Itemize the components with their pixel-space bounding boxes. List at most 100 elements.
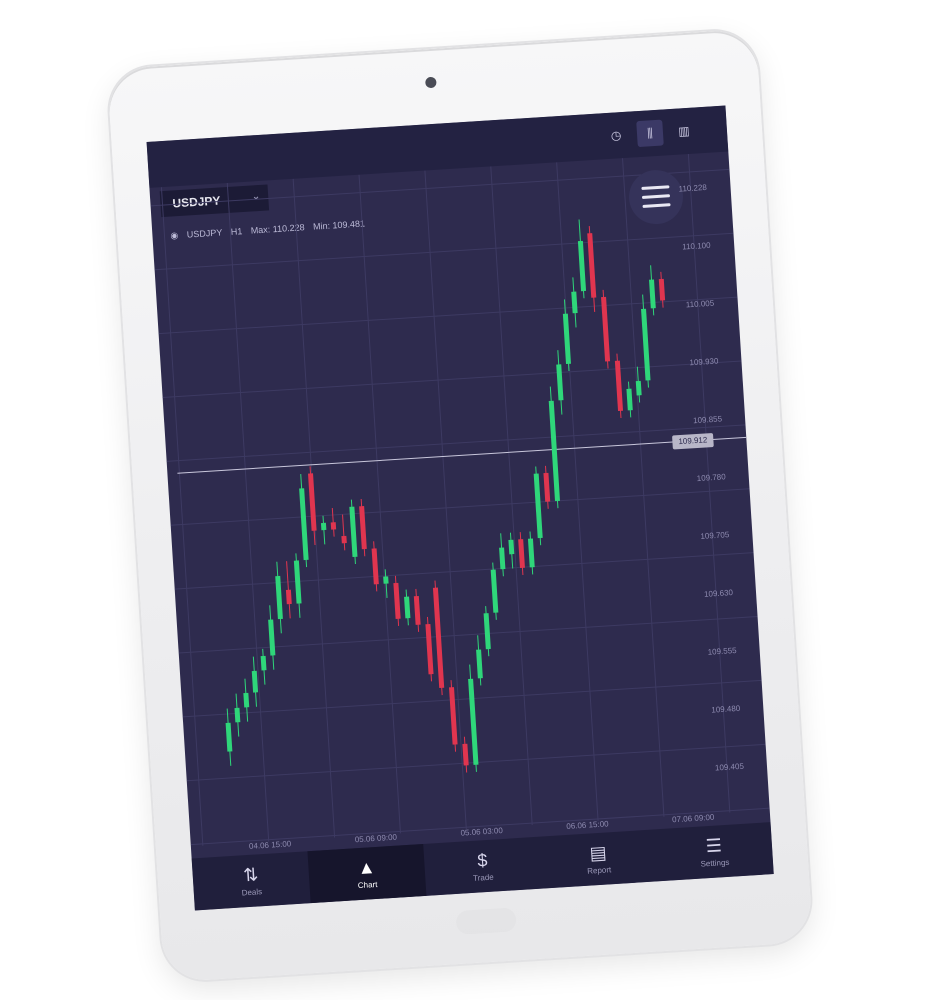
x-axis-label: 05.06 09:00	[354, 832, 398, 845]
nav-chart[interactable]: ▲ Chart	[307, 843, 427, 904]
candle-bear	[587, 233, 597, 298]
nav-settings-label: Settings	[700, 857, 730, 869]
chart-type-icon[interactable]: ⫼	[636, 119, 664, 148]
nav-settings[interactable]: ☰ Settings	[655, 822, 774, 881]
x-axis-label: 06.06 15:00	[566, 819, 609, 831]
candle-bull	[225, 722, 233, 752]
tablet-device: ◷ ⫼ ▥ USDJPY ⌄ ◉ USDJPY H1 Max: 110.228 …	[106, 28, 814, 983]
nav-deals-label: Deals	[241, 887, 263, 898]
grid-line-v	[622, 158, 665, 817]
grid-line-v	[160, 187, 204, 846]
candle-bull	[635, 380, 642, 396]
x-axis-label: 04.06 15:00	[248, 839, 292, 851]
candle-bear	[285, 589, 292, 605]
indicators-icon[interactable]: ▥	[677, 123, 691, 139]
y-axis-label: 109.705	[700, 530, 730, 541]
candle-bull	[508, 539, 515, 555]
settings-icon: ☰	[705, 835, 723, 857]
candle-bull	[268, 619, 276, 656]
candle-bull	[641, 308, 651, 381]
candlestick-chart[interactable]	[149, 151, 770, 846]
y-axis-label: 109.555	[707, 645, 737, 657]
current-price-tag: 109.912	[671, 432, 714, 450]
grid-line-v	[424, 170, 467, 830]
candle-bull	[349, 506, 358, 558]
grid-line-h	[190, 807, 770, 846]
grid-line-v	[226, 182, 270, 842]
nav-deals[interactable]: ⇅ Deals	[192, 851, 311, 910]
candle-bear	[413, 595, 421, 625]
candle-bear	[462, 743, 469, 766]
nav-report-label: Report	[586, 865, 612, 876]
x-axis-label: 07.06 09:00	[671, 812, 715, 825]
candle-bull	[533, 473, 543, 539]
candle-bull	[548, 400, 561, 502]
grid-line-h	[154, 232, 734, 271]
candle-bear	[543, 472, 551, 502]
candle-bull	[260, 655, 267, 671]
chart-icon: ▲	[357, 857, 377, 879]
grid-line-h	[174, 552, 754, 590]
candle-bear	[308, 473, 317, 531]
y-axis-label: 109.930	[689, 356, 719, 368]
y-axis-label: 109.480	[711, 703, 741, 715]
candle-bear	[341, 535, 347, 544]
candle-bear	[393, 582, 401, 619]
app-screen: ◷ ⫼ ▥ USDJPY ⌄ ◉ USDJPY H1 Max: 110.228 …	[146, 105, 774, 911]
y-axis-label: 109.780	[696, 472, 726, 484]
candle-bear	[359, 506, 367, 550]
candle-bear	[425, 623, 434, 675]
grid-line-v	[358, 174, 401, 834]
candle-bull	[483, 613, 491, 650]
candle-bull	[571, 291, 578, 314]
candle-bear	[371, 548, 379, 585]
candle-bull	[243, 692, 250, 708]
y-axis-label: 110.100	[681, 240, 711, 252]
nav-trade-label: Trade	[472, 872, 494, 883]
nav-chart-label: Chart	[357, 879, 378, 891]
candle-bull	[556, 364, 564, 401]
y-axis-label: 109.630	[703, 588, 734, 599]
candle-bear	[432, 587, 445, 689]
candle-wick	[342, 514, 346, 551]
candle-bull	[275, 575, 283, 620]
candle-wick	[331, 507, 335, 537]
candle-bull	[649, 279, 656, 309]
candle-bear	[330, 522, 337, 530]
grid-line-v	[490, 166, 533, 826]
candle-bear	[601, 296, 611, 362]
y-axis-label: 110.228	[678, 182, 708, 194]
candle-bull	[468, 678, 479, 765]
candle-bull	[577, 240, 587, 292]
y-axis-label: 110.005	[685, 298, 715, 310]
candle-bear	[518, 539, 525, 569]
candle-bull	[499, 547, 506, 570]
candle-bull	[320, 522, 327, 531]
clock-icon[interactable]: ◷	[610, 128, 622, 143]
candle-bull	[562, 313, 572, 365]
candle-bull	[527, 538, 535, 568]
home-area	[455, 907, 516, 935]
report-icon: ▤	[588, 842, 608, 864]
y-axis-label: 109.405	[714, 761, 745, 773]
nav-trade[interactable]: $ Trade	[423, 837, 542, 896]
grid-line-v	[687, 153, 731, 813]
candle-bull	[490, 569, 499, 613]
x-axis-label: 05.06 03:00	[460, 825, 504, 838]
current-price-line	[177, 436, 747, 474]
grid-line-h	[150, 168, 730, 207]
nav-report[interactable]: ▤ Report	[539, 829, 658, 888]
candle-bear	[658, 278, 666, 301]
grid-line-h	[166, 424, 746, 462]
candle-bull	[234, 707, 241, 723]
candle-bull	[293, 560, 302, 604]
grid-line-h	[170, 488, 750, 526]
grid-line-v	[556, 162, 599, 821]
candle-bear	[614, 360, 624, 412]
candle-bull	[383, 576, 389, 584]
candle-bull	[476, 649, 483, 679]
candle-bull	[404, 596, 411, 619]
grid-line-h	[162, 360, 742, 398]
dollar-icon: $	[476, 850, 488, 871]
candle-bear	[449, 687, 458, 745]
